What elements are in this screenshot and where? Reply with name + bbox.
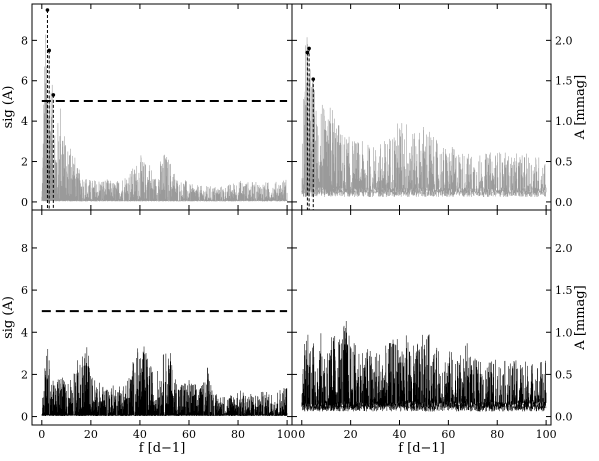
y-tick-label: 6	[21, 75, 28, 88]
peak-marker-0	[305, 50, 310, 55]
y-tick-label: 1.5	[555, 75, 573, 88]
y-tick-label: 4	[21, 115, 28, 128]
panel-top-right: 0.0 0.5 1.0 1.5 2.0 A [mmag]	[291, 3, 588, 211]
y-tick-label: 2	[21, 368, 28, 381]
y-tick-label: 2	[21, 156, 28, 169]
x-tick-label: 0	[38, 428, 45, 441]
series-line-bottom-right	[301, 321, 547, 412]
x-tick-label: 60	[441, 428, 455, 441]
x-tick-label: 100	[536, 428, 557, 441]
y-axis-title: sig (A)	[1, 86, 16, 129]
x-tick-label: 60	[182, 428, 196, 441]
series-line-bottom-left	[41, 346, 288, 417]
x-tick-label: 0	[298, 428, 305, 441]
peak-marker-2	[51, 93, 56, 97]
x-tick-label: 20	[84, 428, 98, 441]
peak-marker-1	[307, 46, 311, 51]
x-tick-label: 100	[277, 428, 298, 441]
x-tick-label: 20	[344, 428, 358, 441]
y-axis-title: A [mmag]	[573, 285, 588, 350]
panel-bottom-right: 0 20 40 60 80 100 0.0 0.5 1.0 1.5 2.0 A [mmag] f [d−…	[291, 209, 588, 456]
y-tick-label: 0.5	[555, 156, 573, 169]
y-tick-label: 0.5	[555, 368, 573, 381]
y-tick-label: 8	[21, 242, 28, 255]
y-tick-label: 1.0	[555, 326, 573, 339]
y-tick-label: 4	[21, 326, 28, 339]
panel-bottom-left: 0 20 40 60 80 100 0 2 4 6 8 sig (A) f [d−1]	[1, 209, 298, 456]
y-tick-label: 8	[21, 34, 28, 47]
y-tick-label: 0.0	[555, 196, 573, 209]
y-tick-label: 0	[21, 196, 28, 209]
y-tick-label: 2.0	[555, 242, 573, 255]
peak-marker-2	[311, 77, 316, 81]
y-tick-label: 0	[21, 411, 28, 424]
y-axis-title: sig (A)	[1, 296, 16, 339]
plot-frame	[291, 209, 552, 426]
y-tick-label: 0.0	[555, 411, 573, 424]
series-line-top-right	[301, 37, 547, 198]
y-tick-label: 2.0	[555, 34, 573, 47]
peak-marker-1	[47, 48, 51, 53]
series-line-top-left	[41, 34, 288, 202]
y-tick-label: 1.5	[555, 284, 573, 297]
peak-marker-0	[45, 8, 50, 12]
y-tick-label: 1.0	[555, 115, 573, 128]
y-tick-label: 6	[21, 284, 28, 297]
y-axis-title: A [mmag]	[573, 75, 588, 140]
x-axis-title: f [d−1]	[139, 441, 186, 456]
x-tick-label: 40	[133, 428, 147, 441]
x-tick-label: 80	[490, 428, 504, 441]
panel-top-left: 0 2 4 6 8 sig (A)	[1, 3, 293, 211]
x-tick-label: 80	[231, 428, 245, 441]
x-axis-title: f [d−1]	[398, 441, 445, 456]
x-tick-label: 40	[393, 428, 407, 441]
